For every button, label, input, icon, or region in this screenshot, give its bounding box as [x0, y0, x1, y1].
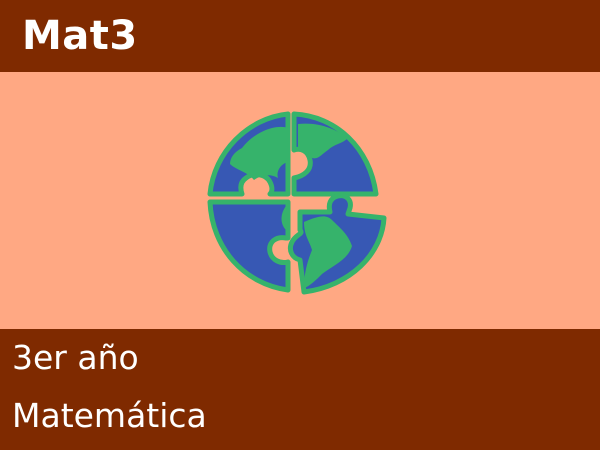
continent-island	[281, 206, 288, 230]
footer-bar: 3er año Matemática	[0, 329, 600, 450]
header-bar: Mat3	[0, 0, 600, 72]
continent-north-america	[230, 126, 288, 180]
continent-south-america	[304, 216, 352, 288]
puzzle-piece-bottom-left	[207, 199, 291, 293]
illustration-panel	[0, 72, 600, 329]
continent-europe-africa	[298, 123, 348, 159]
course-code-title: Mat3	[22, 13, 138, 59]
subject-label: Matemática	[12, 396, 207, 435]
earth-puzzle-icon	[207, 111, 387, 295]
school-year-label: 3er año	[12, 338, 139, 377]
